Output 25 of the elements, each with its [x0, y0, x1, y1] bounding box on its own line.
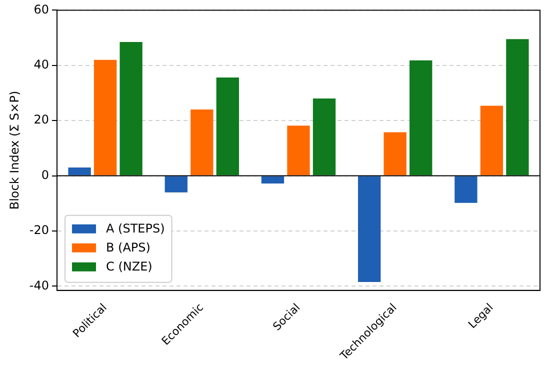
legend-label: B (APS)	[106, 240, 150, 254]
bar	[410, 60, 432, 176]
bar	[312, 98, 336, 176]
bar	[480, 106, 504, 176]
legend-label: C (NZE)	[106, 259, 152, 274]
y-tick-label: 40	[34, 58, 49, 72]
bar	[384, 132, 406, 176]
bar	[506, 39, 529, 176]
y-tick-label: 60	[34, 2, 49, 16]
y-tick-label: 0	[41, 168, 49, 182]
bar	[358, 176, 381, 282]
bar	[190, 110, 214, 176]
bar	[164, 176, 188, 192]
bar	[94, 60, 117, 176]
legend-label: A (STEPS)	[106, 221, 165, 236]
bar	[68, 168, 91, 176]
bar	[454, 176, 478, 203]
y-axis-title: Block Index (Σ S×P)	[7, 90, 22, 210]
bar	[287, 126, 310, 176]
y-tick-label: 20	[34, 112, 49, 127]
bar	[120, 42, 142, 176]
y-tick-label: -20	[29, 223, 49, 238]
bar	[216, 78, 239, 176]
bar	[261, 176, 284, 184]
y-tick-label: -40	[29, 278, 49, 292]
